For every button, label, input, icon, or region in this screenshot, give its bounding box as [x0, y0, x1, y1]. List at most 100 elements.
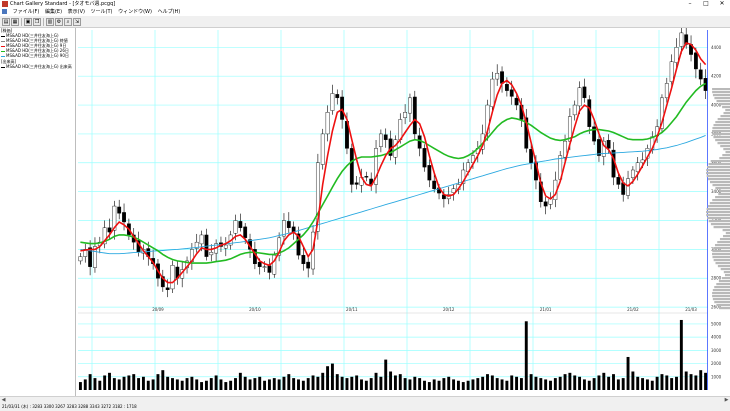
legend-label: MS&AD HD(三井住友海上G) 90日 [6, 53, 69, 58]
scroll-left-icon[interactable]: ◀ [1, 397, 6, 403]
price-volume-profile-bar [712, 88, 730, 91]
price-volume-profile-bar [723, 112, 730, 115]
price-volume-profile-bar [712, 94, 730, 97]
volume-bar [679, 319, 683, 390]
volume-bar [330, 363, 334, 390]
price-volume-profile-bar [712, 289, 730, 292]
candle-body [582, 86, 587, 99]
menu-file[interactable]: ファイル(F) [12, 9, 40, 15]
settings-button[interactable]: ⚙ [55, 18, 63, 26]
volume-bar [287, 374, 291, 390]
document-icon [2, 9, 7, 14]
price-volume-profile-bar [706, 166, 730, 169]
volume-bar [108, 372, 111, 390]
volume-bar [200, 382, 204, 390]
legend-item-close[interactable]: MS&AD HD(三井住友海上G) 終値 [1, 38, 68, 43]
volume-bar [660, 374, 664, 390]
menu-window[interactable]: ウィンドウ(W) [118, 9, 152, 15]
zoom-button[interactable]: ⌕ [64, 18, 72, 26]
candle-body [461, 169, 466, 184]
export-button[interactable]: ⇲ [73, 18, 81, 26]
volume-bar [641, 378, 645, 390]
copy-button[interactable]: ❐ [33, 18, 41, 26]
menu-tools[interactable]: ツール(T) [90, 9, 113, 15]
legend-swatch [1, 40, 5, 42]
price-volume-profile-bar [709, 202, 730, 205]
x-tick-label: 20/10 [249, 307, 261, 312]
volume-bar [612, 374, 615, 390]
volume-bar [694, 375, 698, 390]
legend-swatch [1, 66, 5, 68]
candle-body [335, 94, 340, 99]
menu-edit[interactable]: 編集(E) [44, 9, 63, 15]
volume-bar [335, 374, 339, 390]
candle-body [170, 265, 175, 290]
window-title: Chart Gallery Standard - [タオモバ週.pcgq] [10, 1, 116, 7]
candle-body [674, 47, 679, 63]
price-volume-profile-bar [717, 265, 730, 268]
save-button[interactable]: ▦ [11, 18, 19, 26]
volume-bar [311, 375, 315, 390]
candle-body [495, 73, 500, 80]
minimize-button[interactable]: – [688, 0, 692, 7]
volume-bar [631, 371, 635, 390]
volume-bar [466, 380, 470, 390]
volume-bar [456, 380, 460, 390]
price-volume-profile-bar [716, 304, 730, 307]
legend-swatch [1, 35, 5, 37]
volume-bar [432, 379, 436, 390]
legend-item-price[interactable]: MS&AD HD(三井住友海上G) [1, 33, 59, 38]
candle-body [417, 135, 422, 149]
x-tick-label: 21/02 [627, 307, 639, 312]
ma9-line [80, 42, 707, 284]
candle-body [223, 244, 228, 249]
volume-bar [621, 378, 625, 390]
legend-item-volume[interactable]: MS&AD HD(三井住友海上G) 出来高 [1, 64, 72, 69]
candle-body [199, 234, 204, 245]
volume-bar [553, 378, 557, 390]
volume-bar [360, 379, 363, 390]
volume-bar [699, 370, 703, 390]
scroll-right-icon[interactable]: ▶ [724, 397, 729, 403]
legend-item-ma90[interactable]: MS&AD HD(三井住友海上G) 90日 [1, 53, 69, 58]
legend-label: MS&AD HD(三井住友海上G) 26日 [6, 48, 69, 53]
volume-bar [253, 378, 257, 390]
price-volume-profile-bar [712, 256, 730, 259]
volume-bar [423, 380, 426, 390]
price-volume-profile-bar [720, 115, 730, 118]
volume-bar [151, 379, 155, 390]
volume-bar [141, 376, 145, 390]
price-volume-profile-bar [713, 247, 730, 250]
print-button[interactable]: ▣ [24, 18, 32, 26]
price-chart[interactable]: 20/09 20/10 20/11 20/12 21/01 21/02 21/03 2600 2… [76, 28, 730, 396]
price-volume-profile-bar [714, 286, 730, 289]
menu-help[interactable]: ヘルプ(H) [157, 9, 181, 15]
legend-item-ma9[interactable]: MS&AD HD(三井住友海上G) 9日 [1, 43, 66, 48]
open-button[interactable]: ▤ [2, 18, 10, 26]
volume-bar [263, 380, 267, 390]
volume-bar [650, 380, 654, 390]
volume-bar [476, 378, 480, 390]
price-volume-profile-bar [722, 154, 730, 157]
menu-view[interactable]: 表示(V) [67, 9, 85, 15]
price-volume-profile-bar [715, 121, 730, 124]
price-volume-profile-bar [713, 259, 730, 262]
candle-body [563, 140, 567, 158]
legend-item-ma26[interactable]: MS&AD HD(三井住友海上G) 26日 [1, 48, 69, 53]
price-volume-profile-bar [725, 232, 730, 235]
price-volume-profile-bar [718, 307, 730, 310]
close-button[interactable]: ✕ [719, 0, 725, 7]
x-tick-label: 20/09 [152, 307, 164, 312]
volume-bar [195, 379, 199, 390]
y-tick-label: 4000 [711, 103, 722, 108]
horizontal-scrollbar[interactable]: ◀ ▶ [0, 396, 730, 403]
candle-body [422, 148, 427, 168]
volume-bar [616, 379, 620, 390]
volume-bar [447, 376, 451, 390]
volume-bar [369, 378, 373, 390]
volume-bar [568, 372, 572, 390]
y-tick-label: 2800 [711, 276, 722, 281]
chart-button[interactable]: ▥ [46, 18, 54, 26]
maximize-button[interactable]: □ [703, 0, 709, 7]
volume-bar [374, 372, 378, 390]
